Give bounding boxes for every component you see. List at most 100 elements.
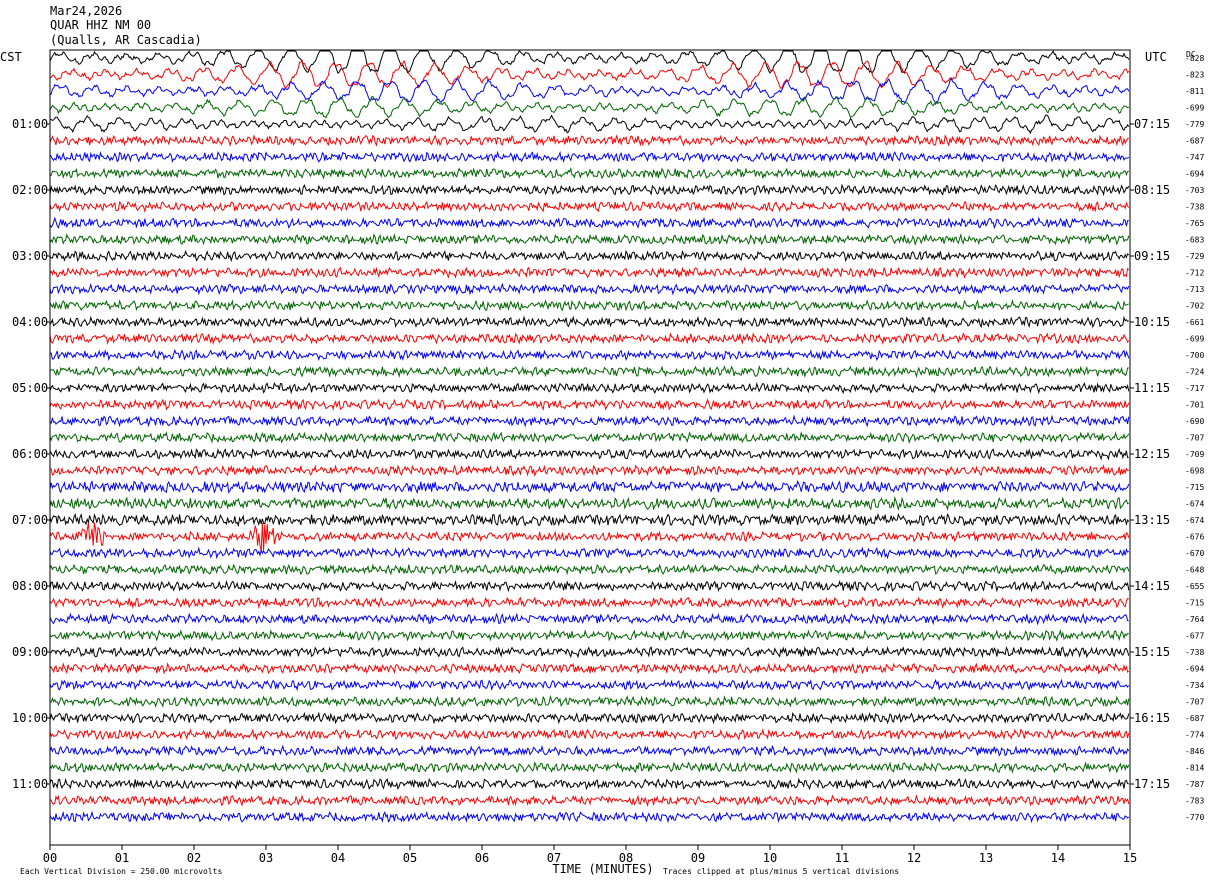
hour-label-right: 13:15 [1134,513,1170,527]
dc-offset-label: -712 [1185,269,1204,278]
plot-frame [49,49,1131,846]
trace-line [49,522,1130,552]
dc-offset-label: -661 [1185,318,1204,327]
dc-offset-label: -670 [1185,549,1204,558]
dc-offset-label: -770 [1185,813,1204,822]
trace-line [49,315,1129,329]
dc-offset-label: -715 [1185,599,1204,608]
hour-label-right: 07:15 [1134,117,1170,131]
dc-offset-label: -687 [1185,714,1204,723]
trace-line [49,398,1130,411]
x-tick-label: 05 [403,851,417,865]
dc-offset-label: -676 [1185,533,1204,542]
dc-offset-label: -717 [1185,384,1204,393]
trace-line [49,761,1130,774]
trace-line [49,447,1129,461]
clip-note: Traces clipped at plus/minus 5 vertical … [663,867,899,876]
right-timezone-label: UTC [1145,50,1167,64]
dc-offset-label: -814 [1185,764,1204,773]
x-tick-label: 07 [547,851,561,865]
dc-offset-label: -674 [1185,516,1204,525]
dc-offset-label: -694 [1185,665,1204,674]
hour-label-right: 12:15 [1134,447,1170,461]
dc-offset-label: -694 [1185,170,1204,179]
dc-offset-label: -713 [1185,285,1204,294]
dc-label: DC [1186,50,1196,59]
dc-offset-label: -677 [1185,632,1204,641]
dc-offset-label: -774 [1185,731,1204,740]
trace-line [49,430,1130,444]
dc-offset-label: -811 [1185,87,1204,96]
dc-offset-label: -655 [1185,582,1204,591]
trace-line [49,579,1130,593]
left-timezone-label: CST [0,50,22,64]
dc-offset-label: -747 [1185,153,1204,162]
hour-label-left: 03:00 [12,249,48,263]
trace-line [49,662,1130,675]
dc-offset-label: -702 [1185,302,1204,311]
trace-line [49,233,1130,247]
trace-line [49,495,1130,511]
trace-line [49,728,1130,741]
x-tick-label: 09 [691,851,705,865]
dc-offset-label: -828 [1185,54,1204,63]
hour-label-right: 11:15 [1134,381,1170,395]
scale-note: Each Vertical Division = 250.00 microvol… [20,867,222,876]
hour-label-right: 14:15 [1134,579,1170,593]
hour-label-left: 07:00 [12,513,48,527]
dc-offset-label: -707 [1185,698,1204,707]
dc-offset-label: -687 [1185,137,1204,146]
trace-line [49,249,1130,263]
dc-offset-label: -846 [1185,747,1204,756]
trace-line [49,711,1130,725]
x-tick-label: 04 [331,851,345,865]
x-tick-label: 10 [763,851,777,865]
dc-offset-label: -724 [1185,368,1204,377]
x-tick-label: 03 [259,851,273,865]
trace-line [49,299,1129,312]
hour-label-left: 01:00 [12,117,48,131]
trace-line [49,678,1130,692]
trace-line [49,694,1130,708]
hour-label-right: 08:15 [1134,183,1170,197]
trace-line [49,95,1129,119]
dc-offset-label: -683 [1185,236,1204,245]
x-tick-label: 12 [907,851,921,865]
trace-line [49,777,1129,791]
trace-line [49,282,1130,296]
trace-line [49,463,1129,478]
trace-line [49,50,1130,75]
trace-line [50,114,1130,135]
trace-line [49,59,1130,90]
dc-offset-label: -764 [1185,615,1204,624]
trace-line [49,563,1130,576]
trace-line [49,612,1129,626]
dc-offset-label: -823 [1185,71,1204,80]
trace-line [49,364,1129,379]
dc-offset-label: -707 [1185,434,1204,443]
hour-label-left: 02:00 [12,183,48,197]
hour-label-left: 08:00 [12,579,48,593]
x-tick-label: 15 [1123,851,1137,865]
hour-label-left: 11:00 [12,777,48,791]
dc-offset-label: -734 [1185,681,1204,690]
station-id: QUAR HHZ NM 00 [50,18,152,32]
dc-offset-label: -738 [1185,203,1204,212]
dc-offset-label: -715 [1185,483,1204,492]
trace-line [49,183,1130,197]
hour-label-right: 10:15 [1134,315,1170,329]
trace-line [49,77,1130,104]
hour-label-left: 10:00 [12,711,48,725]
hour-label-right: 15:15 [1134,645,1170,659]
x-tick-label: 11 [835,851,849,865]
trace-line [49,266,1130,279]
trace-line [49,414,1130,428]
hour-label-left: 04:00 [12,315,48,329]
dc-offset-label: -729 [1185,252,1204,261]
dc-offset-label: -648 [1185,566,1204,575]
trace-line [49,810,1130,824]
trace-line [49,793,1130,807]
trace-group [49,50,1130,824]
x-tick-label: 13 [979,851,993,865]
